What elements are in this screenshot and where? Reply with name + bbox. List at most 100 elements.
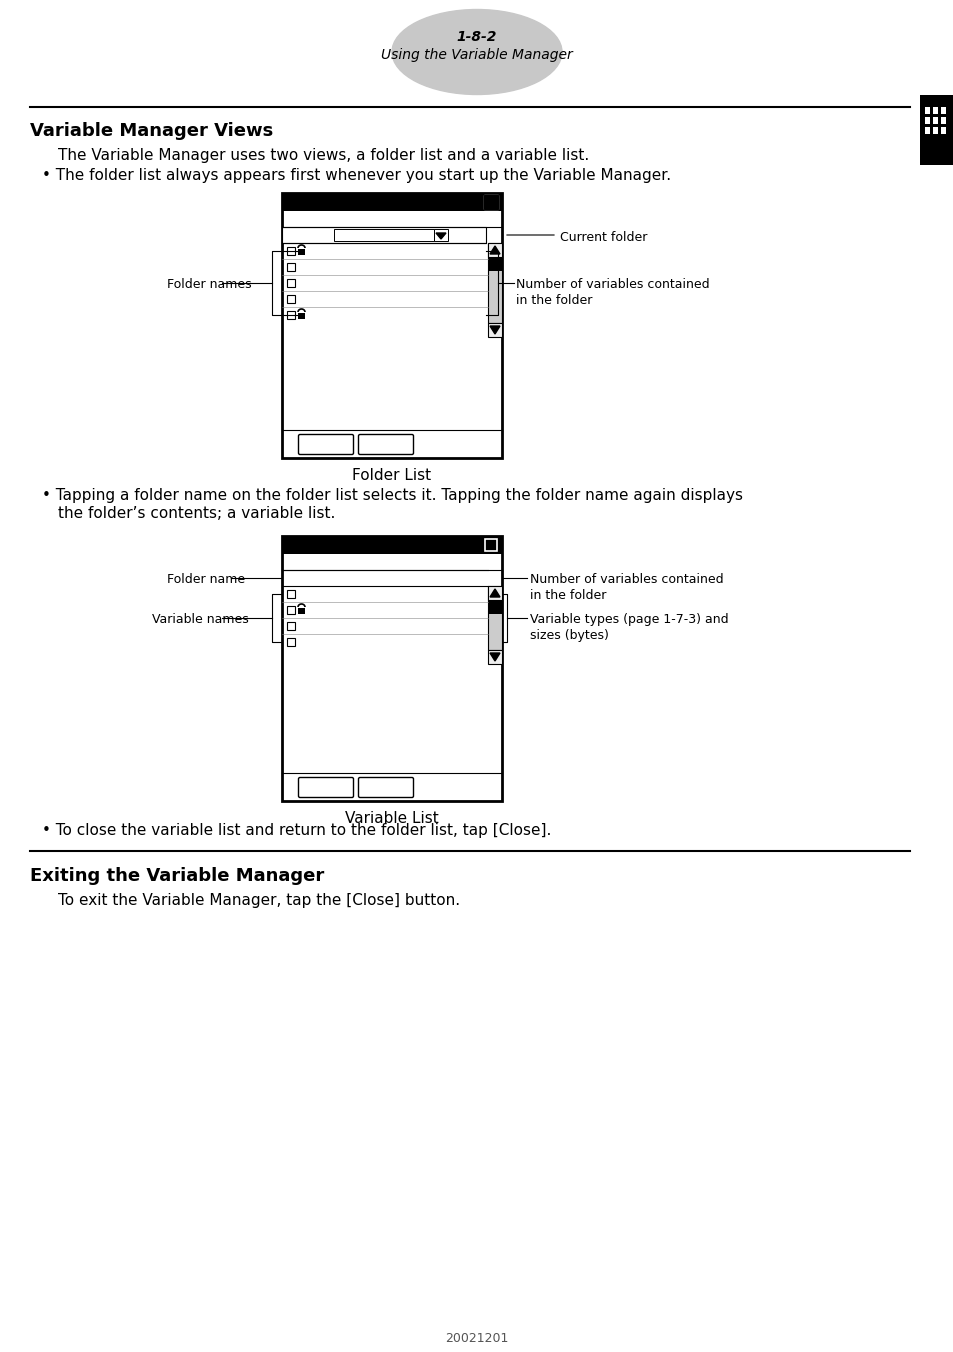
Text: To exit the Variable Manager, tap the [Close] button.: To exit the Variable Manager, tap the [C… [58,894,459,909]
Bar [940,127,945,134]
Text: 202: 202 [453,604,473,614]
Text: 4Vars: 4Vars [453,572,486,581]
Text: sizes (bytes): sizes (bytes) [530,629,608,642]
Text: xroot: xroot [299,635,334,646]
Bar [287,622,294,630]
Text: in the folder: in the folder [530,589,606,602]
Polygon shape [490,589,499,598]
Bar [488,243,501,323]
Text: Variable List: Variable List [345,811,438,826]
Text: 1Vars: 1Vars [456,245,489,256]
Text: X: X [488,196,494,206]
Text: in the folder: in the folder [516,293,592,307]
Bar [287,264,294,270]
Text: Edit View All: Edit View All [285,556,373,565]
Bar [932,107,937,114]
Text: bio: bio [302,261,322,270]
Text: Variable Manager Views: Variable Manager Views [30,122,273,141]
Bar [483,195,497,210]
Bar [924,127,929,134]
Bar [282,193,501,458]
Bar [488,243,501,257]
Text: Using the Variable Manager: Using the Variable Manager [381,49,572,62]
Text: • The folder list always appears first whenever you start up the Variable Manage: • The folder list always appears first w… [42,168,670,183]
Text: X: X [488,539,494,549]
Text: bio: bio [287,572,307,581]
Bar [287,247,294,256]
Bar [488,323,501,337]
Text: Close: Close [369,437,402,448]
Text: 4Vars: 4Vars [456,310,489,319]
Text: 3Vars: 3Vars [456,277,489,287]
Bar [334,228,434,241]
Text: oka: oka [312,310,332,319]
Bar [484,539,497,552]
Text: def: def [310,604,330,614]
Bar [488,585,501,600]
Bar [488,600,501,614]
Polygon shape [436,233,446,239]
Bar [287,279,294,287]
Text: the folder’s contents; a variable list.: the folder’s contents; a variable list. [58,506,335,521]
Text: The Variable Manager uses two views, a folder list and a variable list.: The Variable Manager uses two views, a f… [58,147,589,164]
Bar [932,127,937,134]
Text: Variable Manager: Variable Manager [325,195,438,208]
Bar [287,589,294,598]
Bar [488,650,501,664]
Text: Number of variables contained: Number of variables contained [530,573,723,585]
Bar [287,638,294,646]
Text: • To close the variable list and return to the folder list, tap [Close].: • To close the variable list and return … [42,823,551,838]
Bar [297,249,305,256]
Polygon shape [490,246,499,254]
Bar [932,118,937,124]
Text: INPUT: INPUT [309,437,342,448]
Ellipse shape [392,9,561,95]
Text: EXPR: EXPR [381,588,409,598]
Text: 220: 220 [453,621,473,630]
Text: abc: abc [312,245,332,256]
Text: 222: 222 [453,635,473,646]
Bar [434,228,448,241]
Bar [282,227,485,243]
Text: main: main [336,230,364,241]
Text: draw_g: draw_g [299,621,340,631]
Text: abc: abc [299,588,320,598]
Text: 4Vars: 4Vars [456,261,489,270]
FancyBboxPatch shape [298,434,354,454]
Bar [287,311,294,319]
Text: MAT: MAT [381,604,402,614]
Bar [940,107,945,114]
Bar [488,585,501,650]
Text: Variable types (page 1-7-3) and: Variable types (page 1-7-3) and [530,612,728,626]
Text: 1-8-2: 1-8-2 [456,30,497,45]
Polygon shape [490,653,499,661]
Bar [297,314,305,319]
Text: INPUT: INPUT [309,780,342,790]
Bar [488,257,501,270]
Text: Variable names: Variable names [152,612,249,626]
Bar [282,535,501,800]
Bar [287,295,294,303]
Text: Folder List: Folder List [352,468,431,483]
Text: Number of variables contained: Number of variables contained [516,279,709,291]
Bar [919,95,953,165]
Bar [282,193,501,211]
FancyBboxPatch shape [358,777,413,798]
Bar [924,107,929,114]
Text: Edit View All Search: Edit View All Search [285,212,419,222]
Bar [483,195,497,210]
Text: 200: 200 [453,588,473,598]
Text: Current:: Current: [285,228,338,239]
Text: FUNC: FUNC [381,635,409,646]
Text: Current folder: Current folder [559,231,647,243]
Polygon shape [490,326,499,334]
Text: PRGM: PRGM [381,621,409,630]
Bar [297,608,305,614]
Text: • Tapping a folder name on the folder list selects it. Tapping the folder name a: • Tapping a folder name on the folder li… [42,488,742,503]
Text: Variable Manager: Variable Manager [325,538,438,552]
Text: Folder name: Folder name [167,573,245,585]
Bar [287,606,294,614]
Text: 4Vars: 4Vars [456,293,489,303]
Text: Folder names: Folder names [167,279,252,291]
FancyBboxPatch shape [358,434,413,454]
